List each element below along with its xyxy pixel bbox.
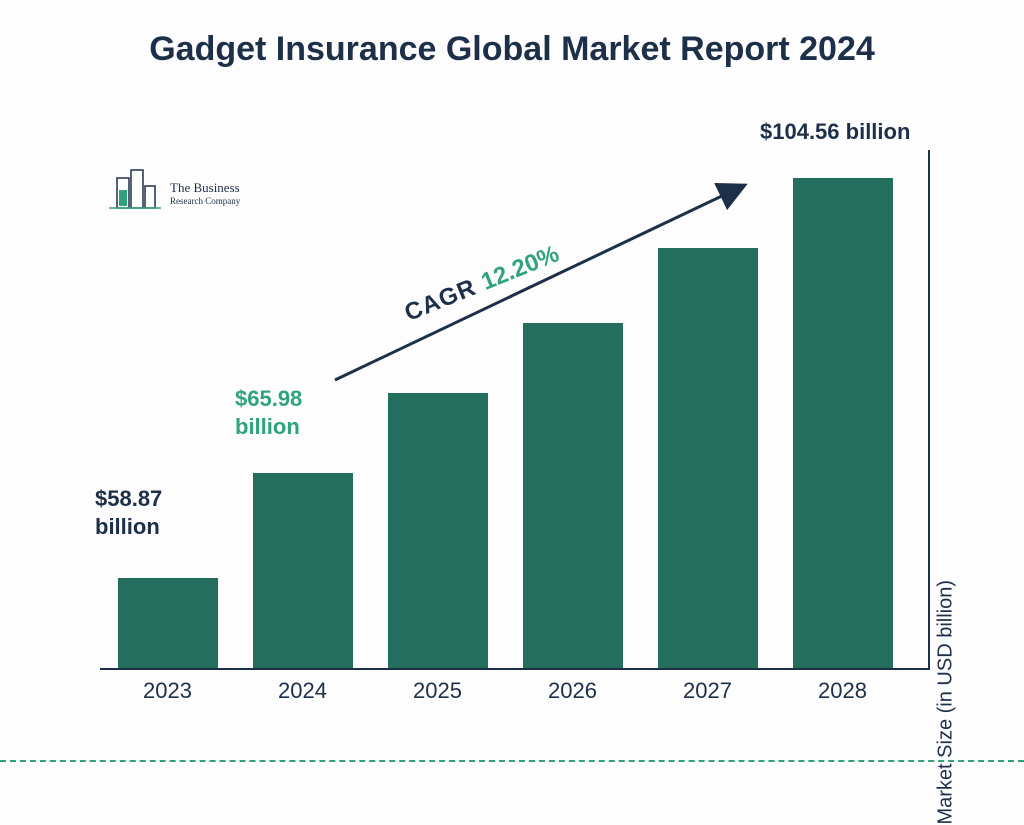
bar-value-label: $65.98billion (235, 385, 302, 440)
x-axis-tick-label: 2027 (658, 678, 758, 704)
bar-2028 (793, 178, 893, 668)
bar-chart: 202320242025202620272028 Market Size (in… (100, 150, 930, 670)
x-axis-tick-label: 2025 (388, 678, 488, 704)
bar-2026 (523, 323, 623, 668)
x-axis-tick-label: 2028 (793, 678, 893, 704)
x-axis-labels: 2023 2024 2025 2026 2027 2028 (100, 678, 910, 704)
bar-2024 (253, 473, 353, 668)
x-axis-line (100, 668, 930, 670)
bar-rect (523, 323, 623, 668)
bar-rect (793, 178, 893, 668)
bar-rect (118, 578, 218, 668)
y-axis-label: Market Size (in USD billion) (935, 580, 958, 825)
bar-rect (388, 393, 488, 668)
bar-2027 (658, 248, 758, 668)
bar-rect (658, 248, 758, 668)
bottom-dashed-divider (0, 760, 1024, 762)
page-title: Gadget Insurance Global Market Report 20… (0, 30, 1024, 69)
x-axis-tick-label: 2023 (118, 678, 218, 704)
bar-rect (253, 473, 353, 668)
bar-2025 (388, 393, 488, 668)
bar-2023 (118, 578, 218, 668)
x-axis-tick-label: 2024 (253, 678, 353, 704)
bars-container (100, 150, 910, 668)
bar-value-label: $58.87billion (95, 485, 162, 540)
y-axis-line (928, 150, 930, 670)
x-axis-tick-label: 2026 (523, 678, 623, 704)
bar-value-label: $104.56 billion (760, 118, 910, 146)
